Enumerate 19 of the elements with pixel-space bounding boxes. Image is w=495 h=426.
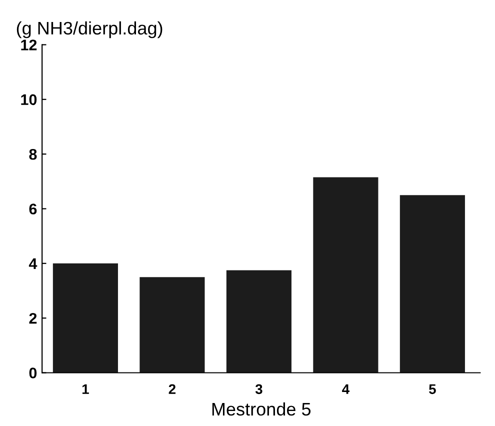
- bar: [226, 270, 292, 373]
- y-tick-label: 10: [21, 94, 37, 106]
- bar: [313, 177, 378, 373]
- y-tick-label: 12: [21, 40, 37, 50]
- x-tick-label: 5: [429, 384, 436, 394]
- x-tick-label: 2: [168, 384, 176, 394]
- y-tick-label: 0: [29, 368, 37, 378]
- bar: [52, 263, 118, 373]
- y-axis-title: (g NH3/dierpl.dag): [16, 21, 162, 38]
- y-tick-label: 8: [29, 148, 37, 160]
- bar: [140, 277, 205, 373]
- x-tick-label: 1: [82, 384, 89, 394]
- y-tick-label: 4: [28, 258, 38, 269]
- y-tick-label: 2: [29, 312, 37, 324]
- x-tick-label: 4: [342, 384, 350, 394]
- bar: [400, 195, 465, 373]
- y-tick-label: 6: [29, 204, 37, 214]
- x-tick-label: 3: [255, 384, 262, 394]
- x-axis-title: Mestronde 5: [212, 402, 311, 416]
